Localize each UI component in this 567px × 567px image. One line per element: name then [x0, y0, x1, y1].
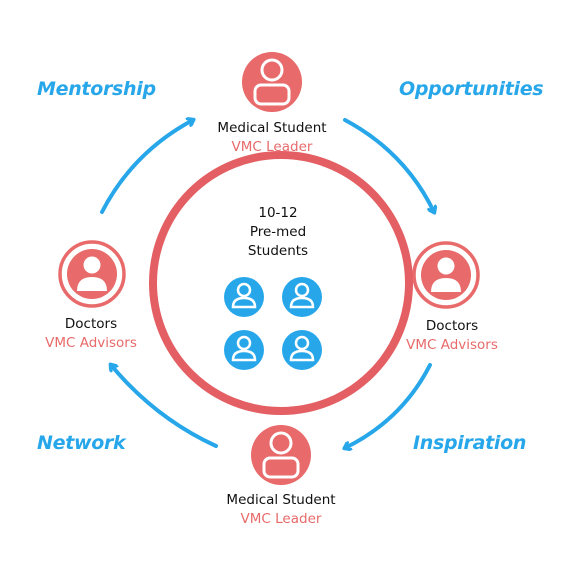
- sub-bottom: VMC Leader: [240, 511, 322, 527]
- caption-top: Medical Student VMC Leader: [192, 119, 352, 157]
- central-ring: [149, 151, 413, 415]
- student-icon-2: [282, 277, 322, 317]
- sub-top: VMC Leader: [231, 139, 313, 155]
- arrow-inspiration: [345, 363, 432, 448]
- student-icon-3: [224, 330, 264, 370]
- student-icon-1: [224, 277, 264, 317]
- sub-left: VMC Advisors: [45, 335, 137, 351]
- role-right: Doctors: [425, 318, 479, 334]
- center-caption: 10-12 Pre-med Students: [208, 204, 348, 261]
- caption-bottom: Medical Student VMC Leader: [201, 491, 361, 529]
- label-opportunities: Opportunities: [399, 78, 544, 100]
- medical-student-icon-bottom: [251, 425, 311, 485]
- center-line-3: Students: [247, 243, 309, 259]
- center-line-1: 10-12: [258, 205, 298, 221]
- doctor-icon-right: [412, 241, 480, 309]
- sub-right: VMC Advisors: [406, 337, 498, 353]
- label-inspiration: Inspiration: [413, 432, 527, 454]
- role-top: Medical Student: [217, 120, 327, 136]
- caption-right: Doctors VMC Advisors: [372, 317, 532, 355]
- arrow-opportunities: [343, 118, 434, 212]
- label-mentorship: Mentorship: [37, 78, 156, 100]
- student-icon-4: [282, 330, 322, 370]
- doctor-icon-left: [58, 240, 126, 308]
- role-left: Doctors: [64, 316, 118, 332]
- arrow-mentorship: [100, 120, 193, 214]
- role-bottom: Medical Student: [226, 492, 336, 508]
- arrow-network: [111, 365, 218, 448]
- label-network: Network: [37, 432, 126, 454]
- caption-left: Doctors VMC Advisors: [11, 315, 171, 353]
- center-line-2: Pre-med: [249, 224, 307, 240]
- medical-student-icon-top: [242, 52, 302, 112]
